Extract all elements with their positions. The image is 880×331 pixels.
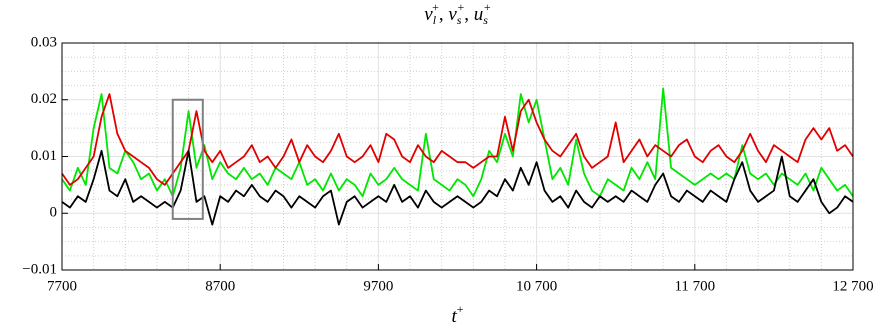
symbol: v	[424, 4, 433, 25]
highlight-box	[171, 98, 204, 220]
chart-title: vl+, vs+, us+	[424, 0, 491, 27]
x-tick-label: 7700	[47, 278, 77, 294]
superscript: +	[432, 0, 439, 14]
x-tick-label: 10 700	[516, 278, 557, 294]
y-tick-label: 0.01	[31, 148, 57, 164]
subscript: l	[433, 13, 437, 27]
plot-frame	[61, 42, 854, 271]
x-axis-label: t+	[451, 302, 463, 328]
superscript: +	[484, 0, 491, 14]
x-tick-label: 8700	[205, 278, 235, 294]
series-line	[61, 87, 854, 198]
superscript: +	[457, 0, 464, 14]
x-tick-label: 11 700	[674, 278, 715, 294]
superscript: +	[457, 302, 464, 316]
y-tick-label: −0.01	[22, 261, 57, 277]
y-tick-label: 0.03	[31, 34, 57, 50]
symbol: u	[474, 4, 484, 25]
title-separator: ,	[439, 4, 449, 25]
title-separator: ,	[464, 4, 474, 25]
symbol: v	[448, 4, 457, 25]
subscript: s	[457, 13, 462, 27]
y-tick-label: 0	[50, 205, 58, 221]
series-line	[61, 149, 854, 226]
subscript: s	[483, 13, 488, 27]
series-line	[61, 93, 854, 186]
x-tick-label: 9700	[363, 278, 393, 294]
y-tick-label: 0.02	[31, 91, 57, 107]
x-tick-label: 12 700	[832, 278, 873, 294]
symbol: t	[451, 306, 457, 327]
